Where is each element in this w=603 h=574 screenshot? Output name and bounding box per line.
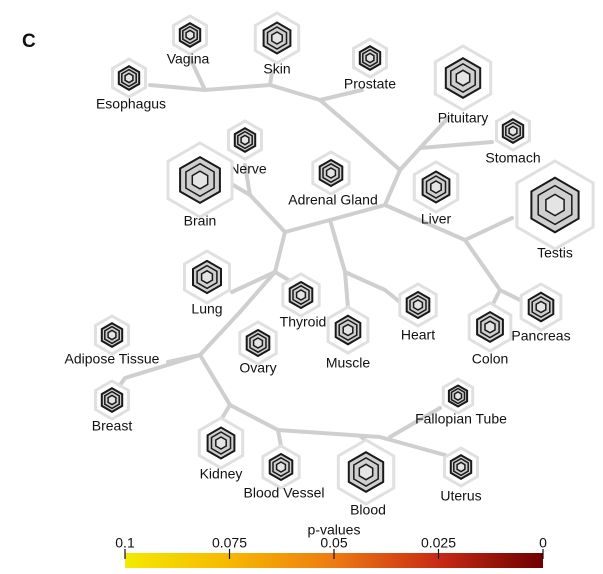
- branch: [343, 270, 350, 310]
- tissue-label: Blood: [350, 502, 386, 518]
- hex-core: [191, 170, 209, 190]
- tissue-label: Stomach: [485, 150, 540, 166]
- hex-core: [508, 125, 518, 137]
- tissue-label: Esophagus: [96, 96, 166, 112]
- tree: [116, 56, 522, 457]
- hex-core: [185, 29, 195, 41]
- tissue-node: [281, 272, 321, 318]
- colorbar-tick-label: 0: [539, 535, 547, 551]
- hex-core: [365, 52, 375, 64]
- tissue-node: [111, 57, 147, 99]
- tissue-node: [519, 282, 563, 332]
- tissue-label: Ovary: [239, 360, 276, 376]
- tissue-label: Uterus: [440, 488, 481, 504]
- tissue-node: [197, 416, 245, 470]
- tissue-label: Lung: [191, 301, 222, 317]
- hex-core: [240, 134, 250, 146]
- colorbar-tick-label: 0.1: [115, 535, 135, 551]
- tissue-label: Pancreas: [511, 328, 570, 344]
- tissue-label: Kidney: [200, 466, 243, 482]
- branch: [268, 70, 274, 87]
- tissue-node: [515, 159, 595, 251]
- branch: [388, 406, 442, 439]
- tissue-label: Prostate: [344, 76, 396, 92]
- hex-core: [215, 436, 227, 450]
- tissue-label: Nerve: [229, 161, 267, 177]
- tissue-node: [94, 314, 130, 356]
- hex-core: [412, 299, 424, 311]
- tissue-node: [172, 14, 208, 56]
- hex-core: [107, 329, 117, 341]
- tissue-label: Adrenal Gland: [288, 192, 378, 208]
- hex-core: [455, 69, 471, 87]
- branch: [243, 163, 252, 197]
- tissue-label: Thyroid: [280, 314, 327, 330]
- tissue-node: [183, 249, 231, 305]
- branch: [328, 218, 402, 304]
- branch: [398, 116, 450, 172]
- tissue-label: Vagina: [167, 51, 210, 67]
- tissue-node: [336, 438, 396, 506]
- tissue-node: [227, 119, 263, 161]
- hex-core: [342, 323, 354, 337]
- colorbar-tick-label: 0.025: [421, 535, 456, 551]
- branch: [463, 238, 502, 308]
- tissue-label: Muscle: [326, 355, 371, 371]
- tissue-node: [166, 141, 234, 219]
- tissue-label: Breast: [92, 418, 133, 434]
- tissue-node: [253, 11, 301, 65]
- hex-core: [252, 337, 264, 349]
- tissue-label: Brain: [184, 213, 217, 229]
- hex-core: [453, 391, 463, 401]
- tissue-node: [238, 320, 278, 366]
- tissue-label: Colon: [472, 351, 509, 367]
- tissue-node: [433, 44, 493, 112]
- hex-core: [124, 72, 134, 84]
- hex-core: [275, 461, 287, 473]
- branch: [418, 140, 494, 150]
- panel-label: C: [22, 31, 36, 52]
- tissue-node: [467, 301, 513, 353]
- hex-core: [107, 394, 117, 406]
- hex-core: [545, 193, 565, 217]
- hex-core: [456, 461, 466, 473]
- tissue-node: [443, 446, 479, 488]
- branch: [230, 230, 287, 294]
- tissue-label: Fallopian Tube: [415, 411, 507, 427]
- tissue-node: [495, 110, 531, 152]
- tissue-node: [261, 444, 301, 490]
- branch: [220, 403, 232, 420]
- tissue-label: Adipose Tissue: [65, 351, 160, 367]
- colorbar-title: p-values: [308, 522, 361, 538]
- tissue-label: Skin: [263, 61, 290, 77]
- tissue-label: Liver: [421, 211, 452, 227]
- tissue-label: Heart: [401, 327, 435, 343]
- tissue-node: [352, 37, 388, 79]
- tissue-node: [398, 282, 438, 328]
- hex-core: [271, 31, 283, 45]
- hex-core: [535, 300, 547, 314]
- branch: [276, 428, 283, 448]
- hex-core: [325, 167, 337, 179]
- colorbar-tick-label: 0.05: [320, 535, 347, 551]
- tissue-label: Pituitary: [438, 110, 489, 126]
- hex-core: [430, 180, 442, 194]
- hex-core: [484, 320, 496, 334]
- tissue-node: [94, 379, 130, 421]
- tissue-label: Testis: [537, 245, 573, 261]
- hex-core: [358, 463, 374, 481]
- branch: [188, 56, 207, 92]
- branch: [498, 288, 522, 302]
- tissue-label: Blood Vessel: [244, 485, 325, 501]
- hex-core: [295, 289, 307, 301]
- tissue-node: [311, 150, 351, 196]
- colorbar-tick-label: 0.075: [212, 535, 247, 551]
- tissue-node: [326, 305, 370, 355]
- hex-core: [200, 269, 214, 285]
- branch: [318, 88, 364, 102]
- tissue-node: [412, 160, 460, 214]
- tissue-node: [441, 377, 475, 415]
